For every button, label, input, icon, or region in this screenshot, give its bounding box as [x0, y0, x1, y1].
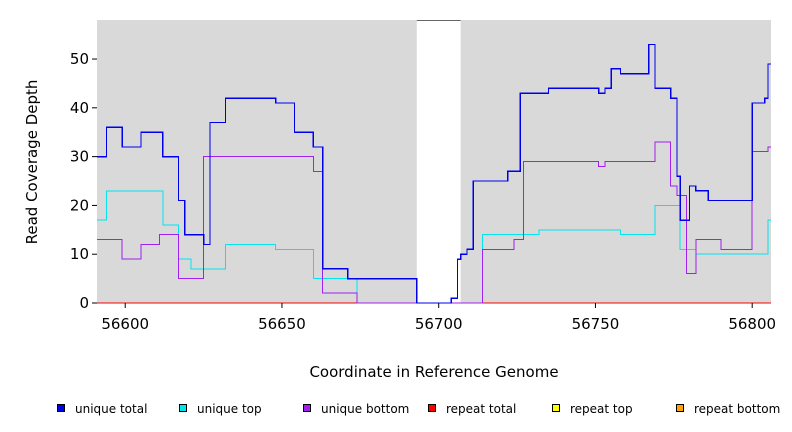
gap-region	[416, 20, 461, 303]
y-tick-label: 0	[79, 294, 89, 312]
y-axis-title: Read Coverage Depth	[23, 80, 41, 245]
x-axis-title: Coordinate in Reference Genome	[309, 363, 558, 381]
series-line-unique-bottom	[97, 141, 771, 304]
y-tick-label: 50	[70, 50, 89, 68]
y-tick-label: 30	[70, 148, 89, 166]
y-tick-label: 40	[70, 99, 89, 117]
series-line-unique-total	[97, 43, 771, 304]
axes: 56600 56650 56700 56750 56800 0 10 20 30 40 50	[70, 50, 776, 333]
legend-item-unique-top: unique top	[179, 402, 262, 416]
legend-swatch	[57, 404, 65, 412]
legend-label: unique bottom	[321, 402, 409, 416]
legend-item-repeat-bottom: repeat bottom	[676, 402, 780, 416]
legend-swatch	[428, 404, 436, 412]
legend-item-unique-total: unique total	[57, 402, 147, 416]
series-layer	[97, 43, 771, 304]
y-tick-label: 20	[70, 196, 89, 214]
legend-label: repeat top	[570, 402, 633, 416]
legend-label: repeat bottom	[694, 402, 780, 416]
x-tick-label: 56650	[258, 315, 306, 333]
legend-item-repeat-total: repeat total	[428, 402, 516, 416]
legend-label: unique top	[197, 402, 262, 416]
x-tick-label: 56700	[415, 315, 463, 333]
legend-label: unique total	[75, 402, 147, 416]
legend-swatch	[676, 404, 684, 412]
x-tick-label: 56600	[101, 315, 149, 333]
legend-swatch	[179, 404, 187, 412]
legend-item-unique-bottom: unique bottom	[303, 402, 409, 416]
legend-swatch	[552, 404, 560, 412]
y-tick-label: 10	[70, 245, 89, 263]
plot-panel	[97, 20, 771, 303]
legend-item-repeat-top: repeat top	[552, 402, 633, 416]
legend-label: repeat total	[446, 402, 516, 416]
x-tick-label: 56800	[728, 315, 776, 333]
legend: unique total unique top unique bottom repea…	[57, 402, 780, 416]
x-tick-label: 56750	[572, 315, 620, 333]
legend-swatch	[303, 404, 311, 412]
